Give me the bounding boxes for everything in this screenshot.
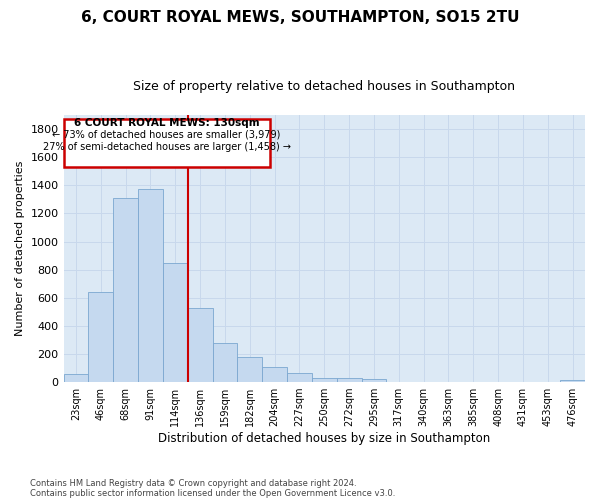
Bar [64,374,88,382]
X-axis label: Distribution of detached houses by size in Southampton: Distribution of detached houses by size … [158,432,490,445]
Text: ← 73% of detached houses are smaller (3,979): ← 73% of detached houses are smaller (3,… [52,130,281,140]
Bar [262,368,287,382]
Text: 6, COURT ROYAL MEWS, SOUTHAMPTON, SO15 2TU: 6, COURT ROYAL MEWS, SOUTHAMPTON, SO15 2… [81,10,519,25]
Text: Contains public sector information licensed under the Open Government Licence v3: Contains public sector information licen… [30,488,395,498]
Bar [212,344,238,382]
Title: Size of property relative to detached houses in Southampton: Size of property relative to detached ho… [133,80,515,93]
Bar [362,379,386,382]
Text: 27% of semi-detached houses are larger (1,458) →: 27% of semi-detached houses are larger (… [43,142,290,152]
Bar [113,198,138,382]
Bar [337,378,362,382]
FancyBboxPatch shape [64,119,269,167]
Bar [238,357,262,382]
Text: Contains HM Land Registry data © Crown copyright and database right 2024.: Contains HM Land Registry data © Crown c… [30,478,356,488]
Bar [287,373,312,382]
Bar [163,262,188,382]
Bar [88,292,113,382]
Bar [138,189,163,382]
Bar [560,380,585,382]
Bar [312,378,337,382]
Y-axis label: Number of detached properties: Number of detached properties [15,161,25,336]
Text: 6 COURT ROYAL MEWS: 130sqm: 6 COURT ROYAL MEWS: 130sqm [74,118,259,128]
Bar [188,308,212,382]
